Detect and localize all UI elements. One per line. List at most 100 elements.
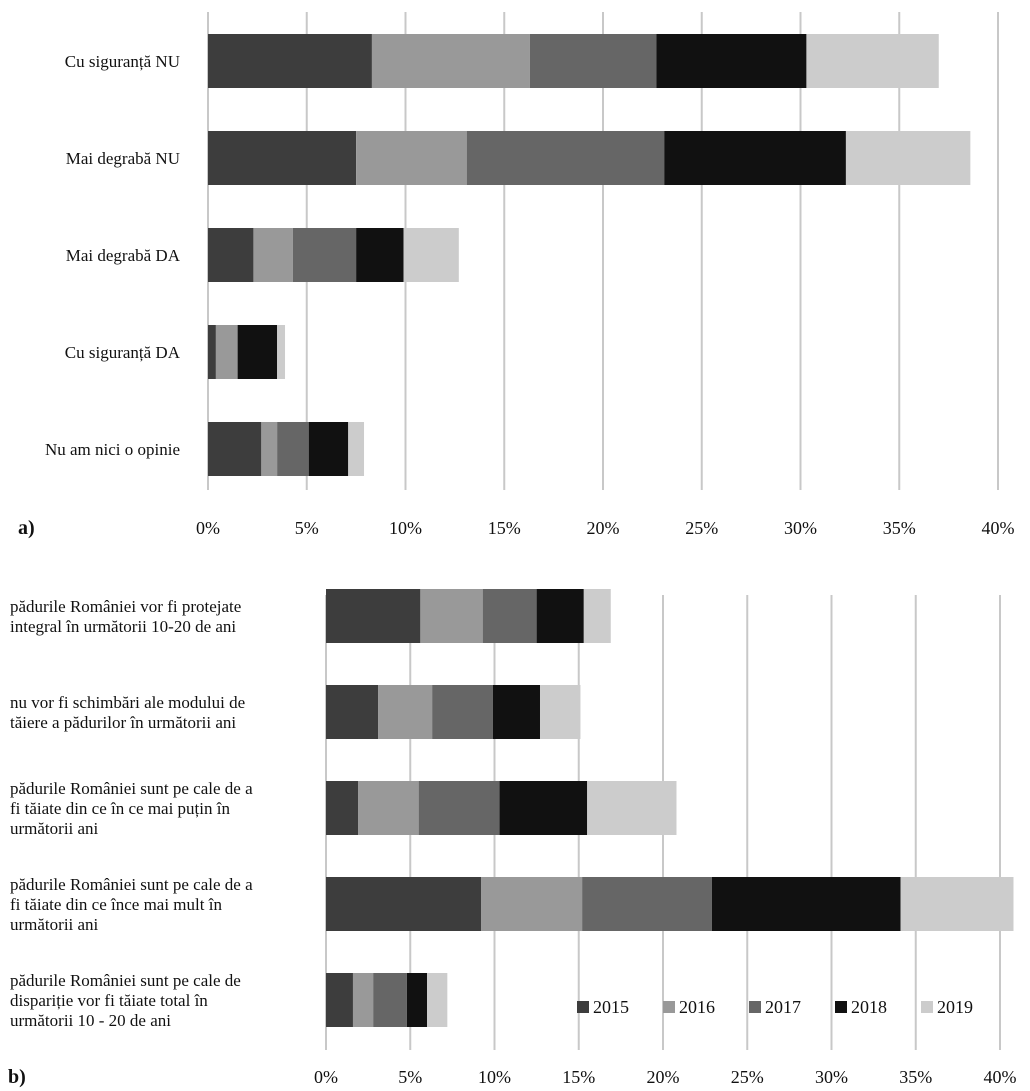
bar-segment-2015 xyxy=(326,877,482,931)
category-label: Mai degrabă NU xyxy=(66,149,180,168)
x-tick-label: 10% xyxy=(478,1067,511,1087)
category-label: pădurile României sunt pe cale de xyxy=(10,971,241,990)
bar-segment-2018 xyxy=(308,422,349,476)
x-tick-label: 0% xyxy=(314,1067,338,1087)
legend-swatch-2015 xyxy=(577,1001,589,1013)
bar-segment-2017 xyxy=(277,422,309,476)
legend-swatch-2017 xyxy=(749,1001,761,1013)
bar-segment-2017 xyxy=(466,131,665,185)
x-tick-label: 25% xyxy=(685,518,718,538)
x-tick-label: 40% xyxy=(984,1067,1017,1087)
bar-segment-2018 xyxy=(536,589,584,643)
legend-label-2015: 2015 xyxy=(593,997,629,1017)
bar-segment-2015 xyxy=(326,685,379,739)
legend: 2015 2016 2017 2018 2019 xyxy=(577,997,973,1017)
bar-segment-2019 xyxy=(427,973,448,1027)
legend-swatch-2019 xyxy=(921,1001,933,1013)
bar-segment-2016 xyxy=(356,131,467,185)
bar-segment-2015 xyxy=(326,781,359,835)
x-tick-label: 5% xyxy=(295,518,319,538)
bar-segment-2015 xyxy=(326,589,421,643)
bar-segment-2016 xyxy=(253,228,293,282)
bar-segment-2016 xyxy=(215,325,238,379)
x-tick-label: 20% xyxy=(647,1067,680,1087)
category-label: Cu siguranță NU xyxy=(65,52,180,71)
bar-segment-2015 xyxy=(208,422,262,476)
bar-segment-2016 xyxy=(481,877,583,931)
x-tick-label: 20% xyxy=(587,518,620,538)
bar-segment-2019 xyxy=(845,131,971,185)
legend-label-2019: 2019 xyxy=(937,997,973,1017)
bar-segment-2016 xyxy=(371,34,530,88)
bar-segment-2016 xyxy=(358,781,419,835)
legend-swatch-2018 xyxy=(835,1001,847,1013)
x-tick-label: 40% xyxy=(982,518,1015,538)
category-label: următorii ani xyxy=(10,915,99,934)
bar-segment-2019 xyxy=(403,228,459,282)
category-label: pădurile României sunt pe cale de a xyxy=(10,875,253,894)
x-tick-label: 15% xyxy=(488,518,521,538)
x-tick-label: 35% xyxy=(883,518,916,538)
x-tick-label: 10% xyxy=(389,518,422,538)
legend-label-2017: 2017 xyxy=(765,997,801,1017)
x-tick-label: 30% xyxy=(815,1067,848,1087)
category-label: fi tăiate din ce înce mai mult în xyxy=(10,895,222,914)
category-label: pădurile României vor fi protejate xyxy=(10,597,241,616)
category-label: Cu siguranță DA xyxy=(65,343,181,362)
category-label: următorii 10 - 20 de ani xyxy=(10,1011,171,1030)
bar-segment-2015 xyxy=(208,228,254,282)
x-tick-label: 15% xyxy=(562,1067,595,1087)
bar-segment-2019 xyxy=(277,325,286,379)
bar-segment-2017 xyxy=(432,685,493,739)
x-tick-label: 25% xyxy=(731,1067,764,1087)
bar-segment-2015 xyxy=(326,973,353,1027)
bar-segment-2018 xyxy=(356,228,404,282)
bar-segment-2015 xyxy=(208,325,216,379)
category-label: integral în următorii 10-20 de ani xyxy=(10,617,236,636)
bar-segment-2018 xyxy=(492,685,540,739)
category-label: Mai degrabă DA xyxy=(66,246,181,265)
bar-segment-2017 xyxy=(529,34,657,88)
panel-b-chart: 0% 5% 10% 15% 20% 25% 30% 35% 40% pădurile Români… xyxy=(8,589,1017,1088)
bar-segment-2018 xyxy=(406,973,428,1027)
bar-segment-2018 xyxy=(237,325,278,379)
panel-label: b) xyxy=(8,1066,26,1088)
bar-segment-2019 xyxy=(900,877,1014,931)
bar-segment-2016 xyxy=(352,973,374,1027)
category-label: tăiere a pădurilor în următorii ani xyxy=(10,713,236,732)
legend-label-2018: 2018 xyxy=(851,997,887,1017)
category-label: Nu am nici o opinie xyxy=(45,440,180,459)
bar-segment-2018 xyxy=(499,781,588,835)
bar-segment-2016 xyxy=(378,685,433,739)
bar-segment-2016 xyxy=(420,589,483,643)
legend-swatch-2016 xyxy=(663,1001,675,1013)
x-tick-label: 30% xyxy=(784,518,817,538)
bar-segment-2019 xyxy=(583,589,611,643)
panel-label: a) xyxy=(18,517,35,539)
bar-segment-2019 xyxy=(539,685,581,739)
bar-segment-2019 xyxy=(348,422,365,476)
bar-segment-2015 xyxy=(208,131,357,185)
panel-a-chart: 0% 5% 10% 15% 20% 25% 30% 35% 40% Cu siguranță NU… xyxy=(18,12,1015,539)
x-tick-label: 5% xyxy=(398,1067,422,1087)
category-label: dispariție vor fi tăiate total în xyxy=(10,991,208,1010)
bar-segment-2017 xyxy=(292,228,357,282)
bar-segment-2018 xyxy=(664,131,846,185)
x-tick-label: 0% xyxy=(196,518,220,538)
bar-segment-2016 xyxy=(261,422,278,476)
bar-segment-2017 xyxy=(373,973,407,1027)
bar-segment-2015 xyxy=(208,34,372,88)
bar-segment-2018 xyxy=(711,877,901,931)
bar-segment-2019 xyxy=(806,34,939,88)
x-tick-label: 35% xyxy=(899,1067,932,1087)
category-label: pădurile României sunt pe cale de a xyxy=(10,779,253,798)
bar-segment-2018 xyxy=(656,34,807,88)
category-label: nu vor fi schimbări ale modului de xyxy=(10,693,245,712)
bar-segment-2017 xyxy=(582,877,712,931)
category-label: următorii ani xyxy=(10,819,99,838)
category-label: fi tăiate din ce în ce mai puțin în xyxy=(10,799,230,818)
bar-segment-2017 xyxy=(418,781,500,835)
bar-segment-2017 xyxy=(482,589,537,643)
bar-segment-2019 xyxy=(587,781,677,835)
